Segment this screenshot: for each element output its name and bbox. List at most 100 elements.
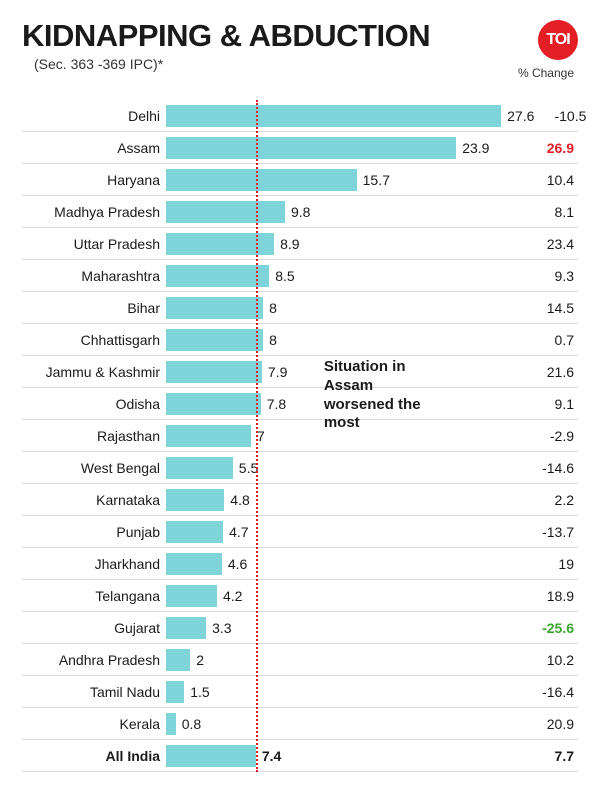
row-value: 5.5 (239, 460, 258, 476)
row-value: 0.8 (182, 716, 201, 732)
bar-area: 4.6 (166, 548, 522, 579)
chart-row: Andhra Pradesh 2 10.2 (22, 644, 578, 676)
bar (166, 649, 190, 671)
row-change: 23.4 (522, 236, 578, 252)
bar-area: 8.9 (166, 228, 522, 259)
bar (166, 393, 261, 415)
row-change: 14.5 (522, 300, 578, 316)
bar-area: 0.8 (166, 708, 522, 739)
row-label: Odisha (22, 396, 166, 412)
bar (166, 329, 263, 351)
row-label: Delhi (22, 108, 166, 124)
row-change: 18.9 (522, 588, 578, 604)
chart-row: Madhya Pradesh9.88.1 (22, 196, 578, 228)
row-label: Madhya Pradesh (22, 204, 166, 220)
bar-area: 4.8 (166, 484, 522, 515)
bar-area: 4.7 (166, 516, 522, 547)
row-change: 9.3 (522, 268, 578, 284)
row-label: Jammu & Kashmir (22, 364, 166, 380)
row-change: 20.9 (522, 716, 578, 732)
row-label: Uttar Pradesh (22, 236, 166, 252)
chart-row: Gujarat 3.3 -25.6 (22, 612, 578, 644)
row-label: All India (22, 748, 166, 764)
row-label: Chhattisgarh (22, 332, 166, 348)
change-column-header: % Change (518, 66, 574, 80)
row-label: Jharkhand (22, 556, 166, 572)
chart-row: Chhattisgarh 8 0.7 (22, 324, 578, 356)
row-change: 10.4 (522, 172, 578, 188)
chart-row: Kerala0.820.9 (22, 708, 578, 740)
bar (166, 585, 217, 607)
annotation-text: Situation in Assam worsened the most (324, 358, 424, 433)
row-label: Assam (22, 140, 166, 156)
header: KIDNAPPING & ABDUCTION (Sec. 363 -369 IP… (22, 18, 578, 72)
row-change: -10.5 (534, 108, 590, 124)
chart-row: Telangana4.218.9 (22, 580, 578, 612)
row-change: 10.2 (522, 652, 578, 668)
row-change: 21.6 (522, 364, 578, 380)
row-label: Rajasthan (22, 428, 166, 444)
row-label: Haryana (22, 172, 166, 188)
bar (166, 425, 251, 447)
bar (166, 713, 176, 735)
row-value: 4.7 (229, 524, 248, 540)
row-value: 4.2 (223, 588, 242, 604)
row-value: 7.4 (262, 748, 281, 764)
row-change: 26.9 (522, 140, 578, 156)
bar (166, 457, 233, 479)
bar (166, 521, 223, 543)
row-change: -16.4 (522, 684, 578, 700)
chart-row: Tamil Nadu 1.5 -16.4 (22, 676, 578, 708)
row-label: Punjab (22, 524, 166, 540)
chart-row: Assam23.926.9 (22, 132, 578, 164)
bar-area: 9.8 (166, 196, 522, 227)
bar-area: 27.6 (166, 100, 534, 131)
row-change: -13.7 (522, 524, 578, 540)
row-value: 7 (257, 428, 265, 444)
row-value: 9.8 (291, 204, 310, 220)
row-value: 8.5 (275, 268, 294, 284)
bar (166, 361, 262, 383)
chart-subtitle: (Sec. 363 -369 IPC)* (34, 56, 430, 72)
row-value: 2 (196, 652, 204, 668)
bar (166, 745, 256, 767)
bar (166, 137, 456, 159)
row-value: 4.6 (228, 556, 247, 572)
row-label: Tamil Nadu (22, 684, 166, 700)
row-change: -25.6 (522, 620, 578, 636)
bar-area: 8 (166, 324, 522, 355)
row-value: 8 (269, 332, 277, 348)
row-change: 19 (522, 556, 578, 572)
bar-chart: Delhi27.6-10.5Assam23.926.9Haryana15.710… (22, 100, 578, 772)
row-change: -2.9 (522, 428, 578, 444)
row-label: Gujarat (22, 620, 166, 636)
chart-row: Maharashtra8.59.3 (22, 260, 578, 292)
row-change: -14.6 (522, 460, 578, 476)
chart-row: Karnataka4.82.2 (22, 484, 578, 516)
chart-row: Jharkhand 4.6 19 (22, 548, 578, 580)
bar (166, 681, 184, 703)
row-change: 0.7 (522, 332, 578, 348)
row-change: 9.1 (522, 396, 578, 412)
chart-row: Punjab 4.7 -13.7 (22, 516, 578, 548)
row-value: 15.7 (363, 172, 390, 188)
chart-row: Bihar814.5 (22, 292, 578, 324)
row-value: 7.9 (268, 364, 287, 380)
row-value: 3.3 (212, 620, 231, 636)
bar-area: 4.2 (166, 580, 522, 611)
bar-area: 15.7 (166, 164, 522, 195)
chart-row: Uttar Pradesh8.923.4 (22, 228, 578, 260)
bar (166, 617, 206, 639)
bar-area: 2 (166, 644, 522, 675)
row-label: Andhra Pradesh (22, 652, 166, 668)
chart-container: KIDNAPPING & ABDUCTION (Sec. 363 -369 IP… (0, 0, 600, 782)
chart-row: All India 7.4 7.7 (22, 740, 578, 772)
chart-row: Jammu & Kashmir 7.9 21.6 (22, 356, 578, 388)
chart-row: Delhi27.6-10.5 (22, 100, 578, 132)
row-value: 1.5 (190, 684, 209, 700)
bar-area: 8.5 (166, 260, 522, 291)
row-change: 7.7 (522, 748, 578, 764)
chart-row: Rajasthan 7 -2.9 (22, 420, 578, 452)
bar (166, 553, 222, 575)
row-value: 27.6 (507, 108, 534, 124)
